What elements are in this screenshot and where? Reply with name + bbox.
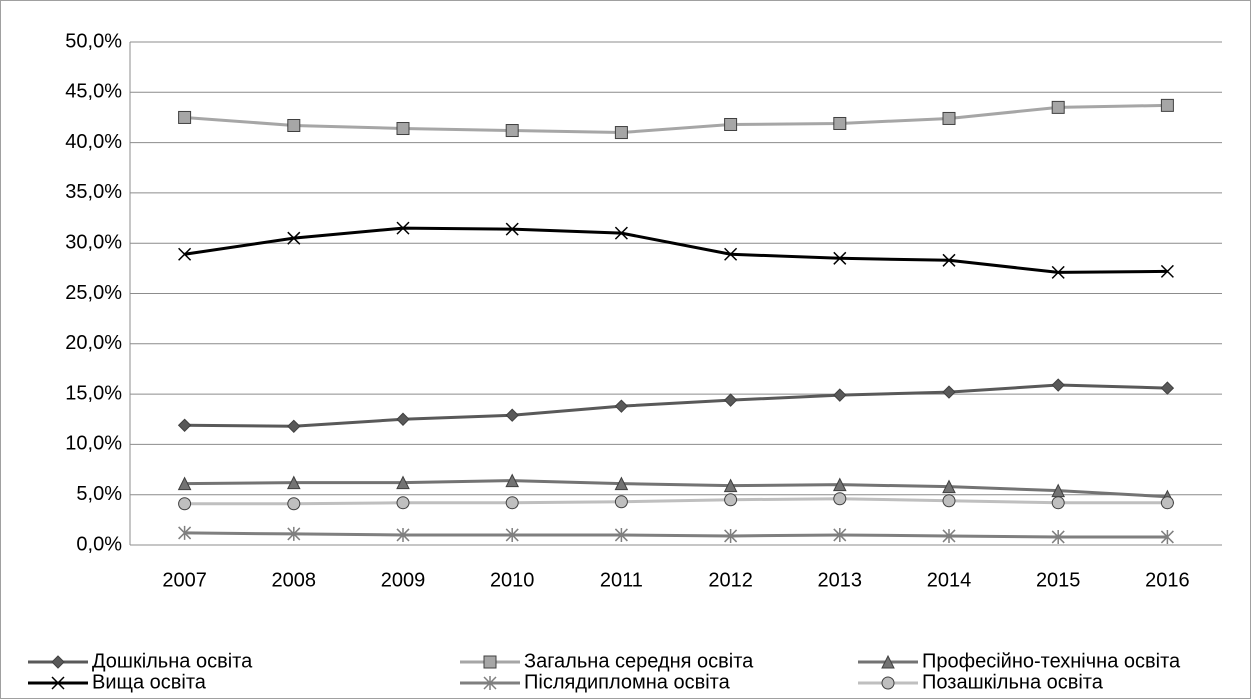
marker xyxy=(1051,378,1065,392)
x-tick-label: 2007 xyxy=(162,569,207,591)
y-tick-label: 25,0% xyxy=(65,282,122,304)
marker xyxy=(942,494,956,508)
marker xyxy=(614,126,628,140)
x-tick-label: 2014 xyxy=(927,569,972,591)
legend-marker xyxy=(51,655,65,669)
marker xyxy=(396,527,410,542)
marker xyxy=(177,476,192,491)
y-tick-label: 5,0% xyxy=(76,483,122,505)
marker xyxy=(614,495,628,509)
marker xyxy=(287,497,301,511)
marker xyxy=(396,412,410,426)
marker xyxy=(1051,529,1065,544)
marker xyxy=(178,525,192,540)
marker xyxy=(505,222,519,236)
marker xyxy=(178,497,192,511)
marker xyxy=(942,111,956,125)
y-tick-label: 0,0% xyxy=(76,533,122,555)
legend-marker xyxy=(51,676,65,690)
marker xyxy=(832,477,847,492)
marker xyxy=(614,226,628,240)
legend-label: Вища освіта xyxy=(92,671,207,693)
y-tick-label: 45,0% xyxy=(65,81,122,103)
marker xyxy=(942,253,956,267)
series-line xyxy=(184,531,1168,539)
legend-label: Професійно-технічна освіта xyxy=(922,650,1181,672)
y-tick-label: 30,0% xyxy=(65,231,122,253)
marker xyxy=(833,116,847,130)
series-line xyxy=(184,383,1168,428)
marker xyxy=(724,528,738,543)
marker xyxy=(396,496,410,510)
x-tick-label: 2012 xyxy=(708,569,753,591)
marker xyxy=(942,385,956,399)
marker xyxy=(178,247,192,261)
x-tick-label: 2013 xyxy=(818,569,863,591)
x-tick-label: 2009 xyxy=(381,569,426,591)
marker xyxy=(396,221,410,235)
marker xyxy=(833,527,847,542)
legend-label: Позашкільна освіта xyxy=(922,671,1104,693)
series-line xyxy=(184,103,1168,135)
series-line xyxy=(184,226,1168,274)
x-tick-label: 2015 xyxy=(1036,569,1081,591)
x-tick-label: 2016 xyxy=(1145,569,1190,591)
marker xyxy=(505,496,519,510)
marker xyxy=(833,388,847,402)
marker xyxy=(614,476,629,491)
marker xyxy=(723,478,738,493)
marker xyxy=(1160,264,1174,278)
marker xyxy=(287,419,301,433)
marker xyxy=(1160,496,1174,510)
marker xyxy=(287,526,301,541)
marker xyxy=(287,118,301,132)
y-tick-label: 10,0% xyxy=(65,433,122,455)
x-tick-label: 2008 xyxy=(272,569,317,591)
marker xyxy=(833,251,847,265)
marker xyxy=(505,473,520,488)
marker xyxy=(1160,529,1174,544)
y-tick-label: 50,0% xyxy=(65,30,122,52)
marker xyxy=(724,117,738,131)
legend-label: Дошкільна освіта xyxy=(92,650,253,672)
marker xyxy=(724,493,738,507)
marker xyxy=(942,528,956,543)
marker xyxy=(723,393,738,407)
marker xyxy=(1160,381,1175,395)
marker xyxy=(178,110,192,124)
marker xyxy=(177,418,192,432)
marker xyxy=(396,475,410,490)
series-line xyxy=(184,479,1168,499)
marker xyxy=(286,475,301,490)
marker xyxy=(614,399,629,413)
marker xyxy=(1051,265,1065,279)
y-tick-label: 20,0% xyxy=(65,332,122,354)
x-tick-label: 2011 xyxy=(600,569,643,591)
series-line xyxy=(184,497,1168,506)
legend-marker xyxy=(881,654,895,669)
legend-marker xyxy=(483,655,497,669)
legend-label: Післядипломна освіта xyxy=(524,671,731,693)
marker xyxy=(505,124,519,138)
marker xyxy=(1160,98,1174,112)
marker xyxy=(1051,496,1065,510)
y-tick-label: 35,0% xyxy=(65,181,122,203)
y-tick-label: 15,0% xyxy=(65,382,122,404)
marker xyxy=(942,479,956,494)
legend-label: Загальна середня освіта xyxy=(524,650,754,672)
marker xyxy=(1051,100,1065,114)
x-tick-label: 2010 xyxy=(490,569,535,591)
marker xyxy=(614,527,628,542)
marker xyxy=(505,527,519,542)
marker xyxy=(396,122,410,136)
marker xyxy=(505,408,519,422)
marker xyxy=(833,492,847,506)
legend-marker xyxy=(483,676,497,690)
legend-marker xyxy=(881,676,895,690)
marker xyxy=(724,247,738,261)
marker xyxy=(287,231,301,245)
y-tick-label: 40,0% xyxy=(65,131,122,153)
